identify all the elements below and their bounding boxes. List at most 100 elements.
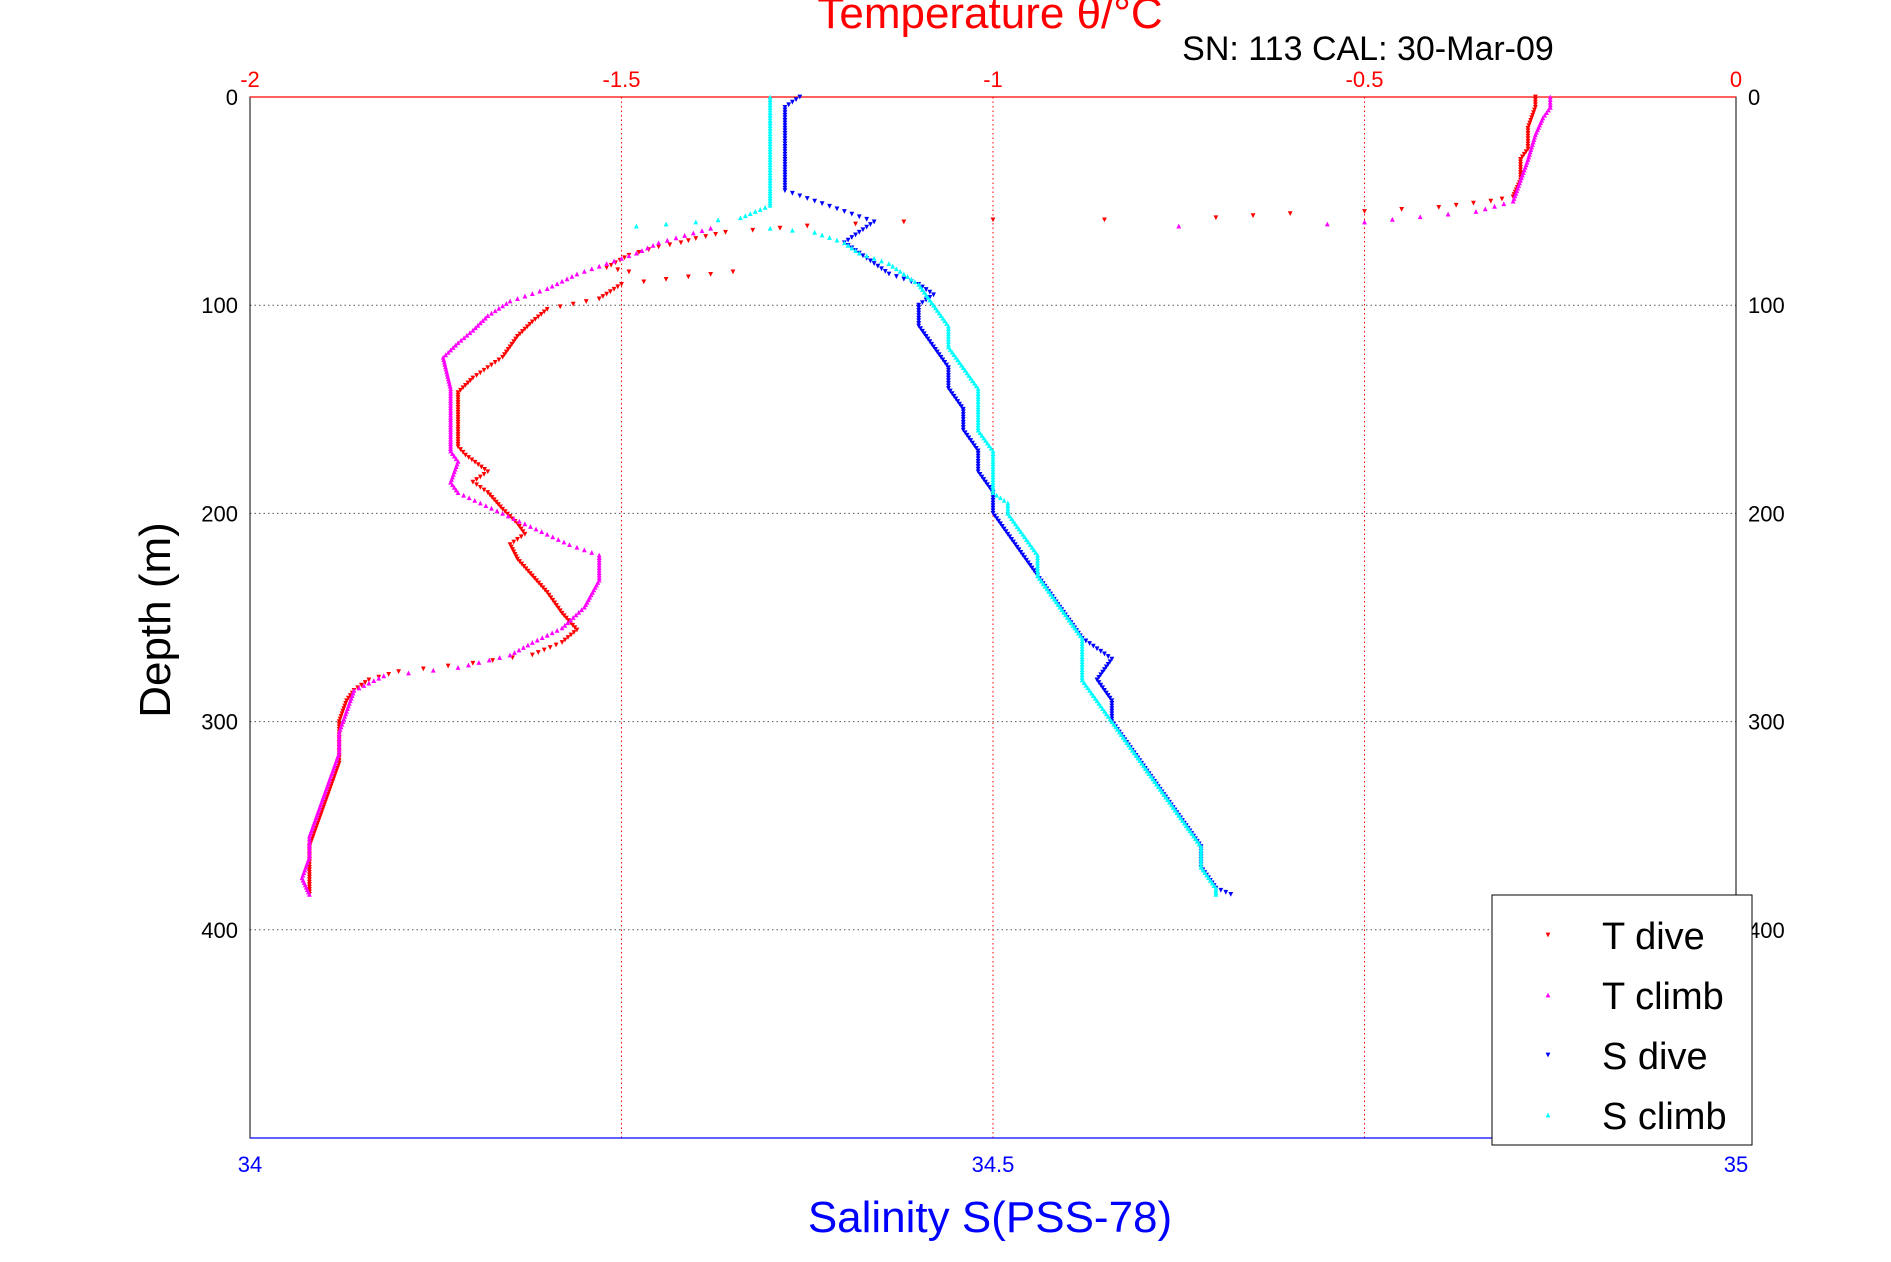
data-point (497, 655, 503, 660)
data-point (1218, 887, 1224, 893)
data-point (920, 328, 925, 334)
data-point (619, 255, 624, 261)
data-point (1096, 674, 1102, 680)
data-point (448, 446, 454, 451)
data-point (376, 675, 382, 681)
data-point (897, 268, 903, 274)
data-point (307, 882, 312, 887)
data-point (1168, 802, 1174, 808)
data-point (567, 542, 572, 548)
data-point (762, 204, 768, 210)
data-point (336, 745, 342, 751)
data-point (1107, 659, 1113, 665)
data-point (356, 685, 362, 691)
x-top-tick-label: 0 (1730, 67, 1742, 92)
data-point (1079, 664, 1085, 670)
data-point (916, 321, 922, 326)
data-point (931, 292, 936, 298)
data-point (1037, 576, 1042, 581)
data-point (528, 524, 533, 529)
data-point (1005, 511, 1011, 516)
data-point (443, 352, 449, 358)
data-point (782, 151, 788, 157)
data-point (455, 422, 461, 428)
data-point (500, 303, 506, 309)
data-point (936, 310, 942, 316)
data-point (920, 284, 925, 290)
data-point (871, 255, 877, 261)
data-point (1529, 115, 1535, 121)
data-point (455, 409, 461, 415)
data-point (797, 94, 803, 100)
data-point (1122, 737, 1128, 743)
data-point (786, 102, 792, 108)
data-point (448, 402, 454, 408)
data-point (782, 128, 788, 134)
data-point (489, 505, 494, 511)
data-point (596, 296, 602, 302)
data-point (1174, 810, 1180, 816)
data-point (307, 833, 312, 839)
data-point (445, 374, 451, 379)
data-point (343, 700, 349, 706)
data-point (1094, 677, 1100, 683)
data-point (890, 263, 896, 269)
data-point (1172, 807, 1178, 813)
data-point (853, 248, 858, 253)
data-point (1079, 674, 1085, 680)
data-point (448, 390, 454, 396)
data-point (693, 236, 699, 241)
data-point (1525, 125, 1531, 131)
data-point (1001, 497, 1007, 503)
data-point (574, 271, 580, 277)
data-point (511, 549, 517, 555)
data-point (1527, 120, 1533, 126)
data-point (905, 274, 910, 279)
data-point (1005, 503, 1011, 508)
data-point (1519, 154, 1525, 160)
data-point (983, 479, 988, 485)
data-point (420, 666, 426, 672)
data-point (793, 97, 799, 103)
data-point (494, 508, 500, 514)
data-point (782, 157, 788, 162)
data-point (565, 635, 571, 640)
data-point (448, 479, 454, 485)
data-point (1059, 607, 1065, 613)
data-point (856, 229, 862, 235)
data-point (975, 458, 981, 464)
data-point (549, 283, 555, 289)
data-point (381, 673, 387, 679)
data-point (916, 281, 922, 287)
data-point (1189, 831, 1195, 836)
data-point (990, 477, 996, 482)
data-point (1089, 690, 1094, 696)
data-point (1532, 97, 1538, 103)
data-point (1525, 133, 1531, 139)
data-point (481, 487, 487, 493)
data-point (307, 849, 312, 855)
data-point (500, 354, 506, 360)
data-point (975, 399, 981, 404)
data-point (455, 402, 461, 408)
data-point (1007, 513, 1013, 519)
data-point (600, 294, 606, 299)
data-point (1453, 202, 1459, 208)
data-point (955, 399, 961, 404)
data-point (451, 453, 457, 459)
data-point (448, 436, 454, 442)
data-point (975, 412, 981, 417)
data-point (307, 867, 312, 873)
data-point (555, 605, 561, 611)
data-point (1471, 200, 1476, 206)
data-point (481, 471, 487, 477)
data-point (1035, 570, 1040, 576)
data-point (443, 364, 448, 370)
data-point (767, 190, 773, 196)
data-point (933, 305, 938, 311)
data-point (920, 287, 925, 292)
data-point (583, 299, 589, 304)
data-point (1198, 844, 1204, 849)
data-point (511, 339, 517, 345)
x-bottom-tick-label: 34 (238, 1152, 262, 1177)
